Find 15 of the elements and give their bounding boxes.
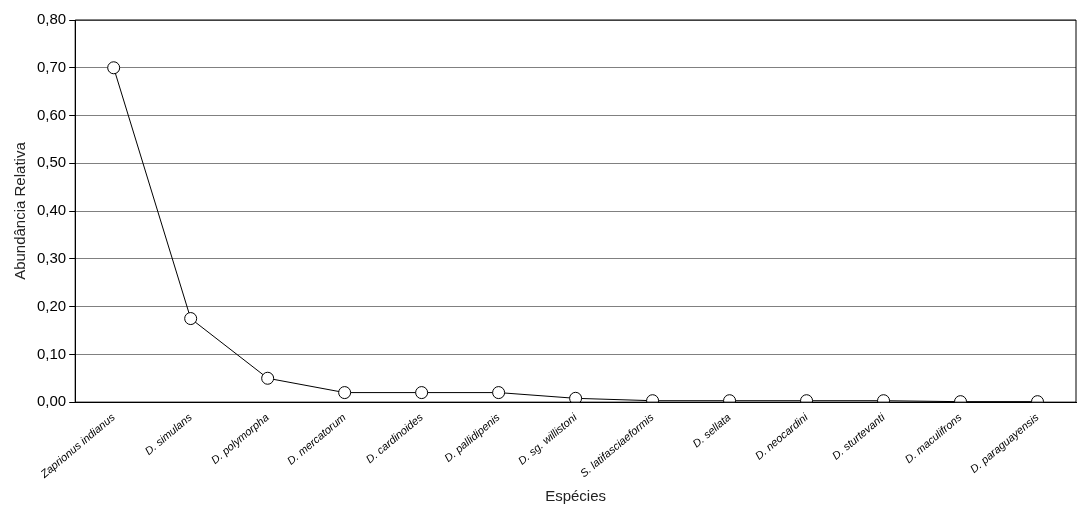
y-tick-label: 0,00 (36, 392, 67, 410)
y-axis-title: Abundância Relativa (11, 141, 29, 280)
point (261, 371, 275, 385)
y-tick-label: 0,70 (36, 57, 67, 75)
y-tick-label: 0,40 (36, 201, 67, 219)
y-tick-label: 0,80 (36, 10, 67, 28)
y-tick-label: 0,60 (36, 105, 67, 123)
point (107, 61, 121, 75)
y-tick-label: 0,20 (36, 296, 67, 314)
y-tick-label: 0,50 (36, 153, 67, 171)
x-axis-title: Espécies (545, 487, 607, 505)
point (184, 312, 198, 326)
point (569, 391, 583, 403)
y-tick-label: 0,10 (36, 344, 67, 362)
y-tick-label: 0,30 (36, 248, 67, 266)
